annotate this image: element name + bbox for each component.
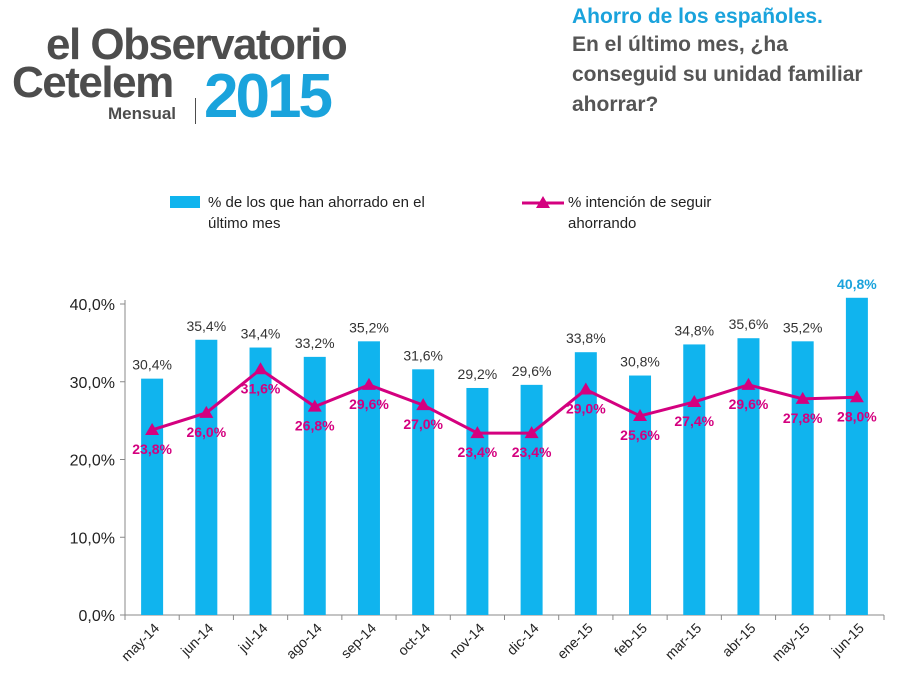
x-tick-label: mar-15: [662, 620, 705, 663]
line-marker-mar-15: [687, 394, 702, 407]
bar-value-label: 35,2%: [783, 319, 823, 335]
bar-value-label: 30,4%: [132, 357, 172, 373]
line-value-label: 31,6%: [241, 380, 281, 396]
x-tick-label: may-14: [118, 620, 162, 664]
intention-line: [151, 367, 857, 435]
x-tick-label: nov-14: [446, 620, 488, 662]
line-value-label: 29,6%: [729, 396, 769, 412]
bar-value-label: 35,2%: [349, 319, 389, 335]
bar-value-label: 40,8%: [837, 276, 877, 292]
line-marker-may-15: [795, 391, 810, 404]
bar-value-label: 34,8%: [674, 322, 714, 338]
x-tick-label: dic-14: [503, 620, 541, 658]
x-tick-label: ago-14: [283, 620, 325, 662]
bar-sep-14: [357, 341, 380, 615]
bar-value-label: 33,2%: [295, 335, 335, 351]
logo-line2: Cetelem: [12, 58, 174, 107]
line-value-label: 27,0%: [403, 416, 443, 432]
line-marker-jun-15: [849, 390, 864, 403]
line-value-label: 28,0%: [837, 408, 877, 424]
chart-question: En el último mes, ¿ha conseguid su unida…: [572, 33, 863, 116]
x-tick-label: may-15: [768, 620, 812, 664]
logo-sub: Mensual: [108, 104, 177, 123]
bar-feb-15: [629, 375, 652, 615]
line-marker-jun-14: [199, 405, 214, 418]
chart-heading: Ahorro de los españoles. En el último me…: [572, 4, 894, 120]
bar-oct-14: [412, 369, 435, 615]
line-value-label: 27,8%: [783, 410, 823, 426]
bar-jul-14: [249, 347, 272, 615]
line-marker-nov-14: [470, 426, 485, 439]
bar-value-label: 30,8%: [620, 354, 660, 370]
bar-may-14: [141, 378, 164, 615]
line-value-label: 27,4%: [674, 413, 714, 429]
bar-jun-15: [845, 297, 868, 615]
bar-value-label: 29,6%: [512, 363, 552, 379]
legend-bar-swatch: [170, 196, 200, 208]
bar-ago-14: [303, 356, 326, 615]
bar-ene-15: [574, 352, 597, 615]
legend-line-label: % intención de seguir ahorrando: [568, 194, 712, 232]
line-marker-ene-15: [578, 382, 593, 395]
bar-jun-14: [195, 339, 218, 615]
line-value-label: 23,4%: [458, 444, 498, 460]
logo-line1: el Observatorio: [46, 20, 348, 69]
line-marker-abr-15: [741, 377, 756, 390]
x-tick-label: ene-15: [554, 620, 596, 662]
bar-abr-15: [737, 338, 760, 615]
line-value-label: 29,6%: [349, 396, 389, 412]
bar-value-label: 31,6%: [403, 347, 443, 363]
line-marker-feb-15: [633, 408, 648, 421]
y-tick-label: 0,0%: [79, 608, 115, 625]
line-value-label: 25,6%: [620, 427, 660, 443]
cetelem-logo: el Observatorio Cetelem Mensual 2015: [8, 18, 358, 128]
bar-value-label: 33,8%: [566, 330, 606, 346]
bar-value-label: 35,4%: [186, 318, 226, 334]
legend-line-swatch: [522, 196, 564, 208]
bar-value-label: 34,4%: [241, 326, 281, 342]
line-marker-jul-14: [253, 362, 268, 375]
line-value-label: 26,8%: [295, 418, 335, 434]
line-marker-oct-14: [416, 398, 431, 411]
y-tick-label: 30,0%: [70, 375, 115, 392]
x-tick-label: sep-14: [337, 620, 379, 662]
bar-value-label: 35,6%: [729, 316, 769, 332]
legend-item-line: % intención de seguir ahorrando: [522, 192, 782, 234]
legend-item-bars: % de los que han ahorrado en el último m…: [170, 192, 460, 234]
x-tick-label: feb-15: [611, 620, 651, 660]
x-tick-label: jul-14: [234, 620, 270, 656]
line-value-label: 26,0%: [186, 424, 226, 440]
bar-dic-14: [520, 384, 543, 615]
x-tick-label: jun-14: [177, 620, 217, 660]
line-marker-sep-14: [361, 377, 376, 390]
y-tick-label: 20,0%: [70, 453, 115, 470]
line-marker-may-14: [145, 422, 160, 435]
y-tick-label: 10,0%: [70, 530, 115, 547]
chart-title: Ahorro de los españoles.: [572, 5, 823, 28]
x-tick-label: oct-14: [394, 620, 433, 659]
y-tick-label: 40,0%: [70, 297, 115, 314]
logo-year: 2015: [204, 62, 333, 131]
x-tick-label: abr-15: [719, 620, 759, 660]
bar-may-15: [791, 341, 814, 615]
legend-bar-label: % de los que han ahorrado en el último m…: [208, 194, 425, 232]
x-tick-label: jun-15: [827, 620, 867, 660]
line-value-label: 23,8%: [132, 441, 172, 457]
logo-separator: [195, 98, 196, 124]
bar-mar-15: [683, 344, 706, 615]
line-marker-dic-14: [524, 426, 539, 439]
line-marker-ago-14: [307, 399, 322, 412]
line-value-label: 29,0%: [566, 401, 606, 417]
bar-nov-14: [466, 387, 489, 615]
line-value-label: 23,4%: [512, 444, 552, 460]
bar-value-label: 29,2%: [458, 366, 498, 382]
